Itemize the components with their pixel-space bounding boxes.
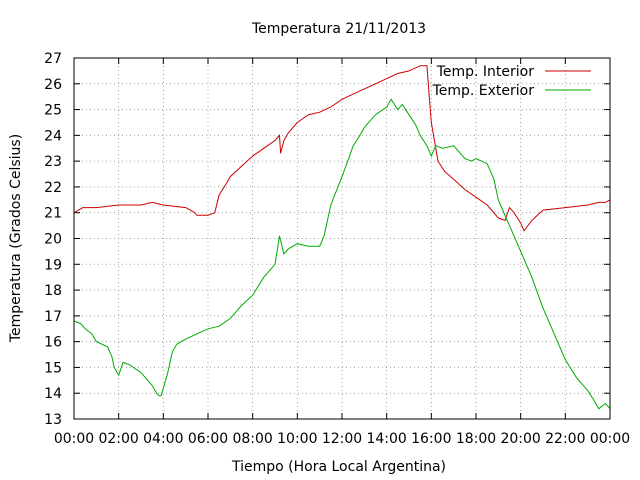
x-tick-label: 16:00 xyxy=(411,431,451,447)
y-tick-label: 15 xyxy=(44,360,62,376)
x-axis-tick-labels: 00:00 02:00 04:00 06:00 08:00 10:00 12:00 14:00… xyxy=(54,431,630,447)
series-line-interior xyxy=(73,65,611,232)
x-tick-label: 00:00 xyxy=(54,431,94,447)
y-tick-label: 22 xyxy=(44,180,62,196)
y-tick-label: 21 xyxy=(44,206,62,222)
grid-lines xyxy=(74,58,610,419)
legend-label: Temp. Interior xyxy=(436,64,535,80)
x-tick-label: 04:00 xyxy=(143,431,183,447)
y-tick-label: 14 xyxy=(44,386,62,402)
legend: Temp. Interior Temp. Exterior xyxy=(432,64,591,99)
y-tick-label: 19 xyxy=(44,257,62,273)
x-tick-label: 06:00 xyxy=(188,431,228,447)
y-tick-label: 16 xyxy=(44,335,62,351)
x-tick-label: 18:00 xyxy=(456,431,496,447)
y-tick-label: 25 xyxy=(44,103,62,119)
x-tick-label: 22:00 xyxy=(545,431,585,447)
x-tick-label: 02:00 xyxy=(98,431,138,447)
y-axis-tick-labels: 13 14 15 16 17 18 19 20 21 22 23 24 25 26 27 xyxy=(44,51,62,428)
x-tick-label: 00:00 xyxy=(590,431,630,447)
y-tick-label: 20 xyxy=(44,232,62,248)
y-tick-label: 18 xyxy=(44,283,62,299)
y-tick-label: 24 xyxy=(44,128,62,144)
x-tick-label: 20:00 xyxy=(500,431,540,447)
chart-title: Temperatura 21/11/2013 xyxy=(251,21,426,37)
x-tick-label: 12:00 xyxy=(322,431,362,447)
series-line-exterior xyxy=(73,98,611,410)
y-tick-label: 23 xyxy=(44,154,62,170)
legend-label: Temp. Exterior xyxy=(432,83,535,99)
series-lines xyxy=(73,65,611,410)
plot-border xyxy=(73,57,611,420)
y-axis-label: Temperatura (Grados Celsius) xyxy=(8,134,24,343)
y-tick-label: 13 xyxy=(44,412,62,428)
x-tick-label: 10:00 xyxy=(277,431,317,447)
x-tick-label: 08:00 xyxy=(232,431,272,447)
y-tick-label: 26 xyxy=(44,77,62,93)
y-tick-label: 27 xyxy=(44,51,62,67)
y-tick-label: 17 xyxy=(44,309,62,325)
x-axis-label: Tiempo (Hora Local Argentina) xyxy=(231,459,446,475)
x-tick-label: 14:00 xyxy=(366,431,406,447)
